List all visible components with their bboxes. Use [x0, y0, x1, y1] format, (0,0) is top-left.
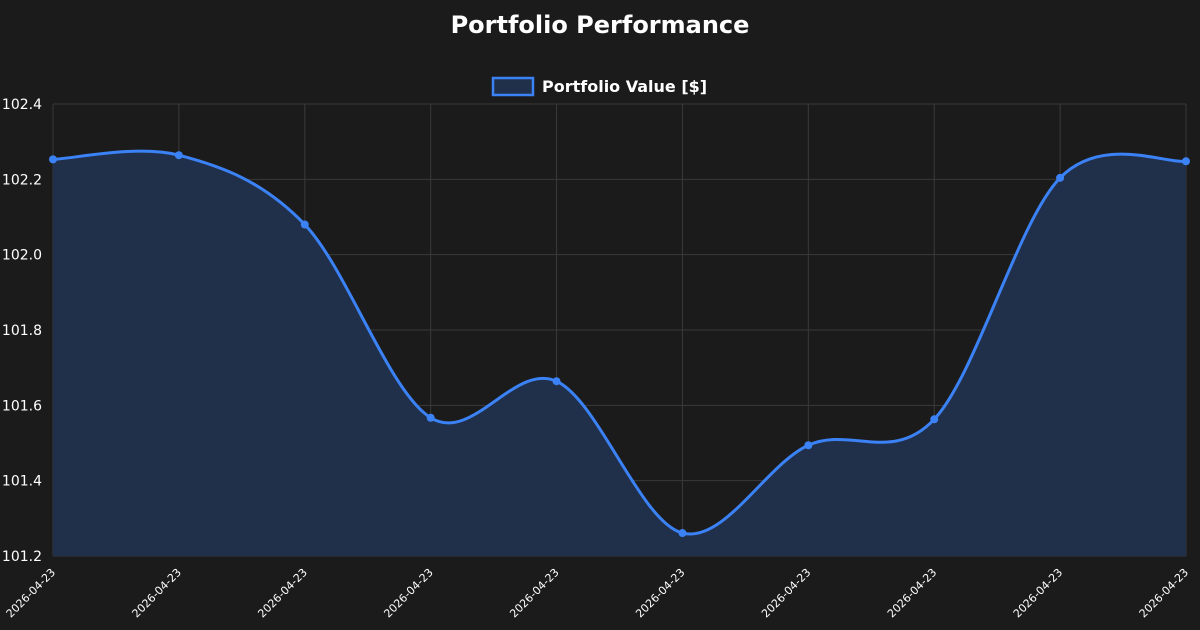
- data-point: [426, 413, 435, 422]
- x-tick-label: 2026-04-23: [885, 566, 939, 620]
- x-tick-label: 2026-04-23: [130, 566, 184, 620]
- data-point: [174, 151, 183, 160]
- x-tick-label: 2026-04-23: [759, 566, 813, 620]
- y-tick-label: 102.2: [2, 172, 42, 188]
- data-point: [49, 155, 57, 164]
- y-tick-label: 102.4: [2, 97, 42, 113]
- legend: Portfolio Value [$]: [491, 76, 707, 97]
- data-point: [300, 220, 309, 229]
- x-axis: 2026-04-23 2026-04-23 2026-04-23 2026-04-23…: [4, 566, 1191, 620]
- legend-swatch: [491, 76, 535, 97]
- y-tick-label: 101.8: [2, 323, 42, 339]
- y-axis: 101.2 101.4 101.6 101.8 102.0 102.2 102.4: [2, 97, 42, 565]
- series-area: [53, 151, 1186, 556]
- y-tick-label: 102.0: [2, 248, 42, 264]
- data-point: [678, 529, 687, 538]
- data-point: [930, 415, 939, 424]
- chart-title: Portfolio Performance: [451, 11, 750, 39]
- x-tick-label: 2026-04-23: [1137, 566, 1191, 620]
- x-tick-label: 2026-04-23: [633, 566, 687, 620]
- data-point: [1056, 173, 1065, 182]
- x-tick-label: 2026-04-23: [255, 566, 309, 620]
- y-tick-label: 101.4: [2, 474, 42, 490]
- data-point: [552, 377, 561, 386]
- y-tick-label: 101.2: [2, 549, 42, 565]
- x-tick-label: 2026-04-23: [381, 566, 435, 620]
- x-tick-label: 2026-04-23: [4, 566, 58, 620]
- plot-area: [49, 149, 1190, 556]
- y-tick-label: 101.6: [2, 398, 42, 414]
- series-line: [52, 149, 1187, 536]
- legend-label: Portfolio Value [$]: [542, 77, 707, 96]
- x-tick-label: 2026-04-23: [507, 566, 561, 620]
- x-tick-label: 2026-04-23: [1011, 566, 1065, 620]
- data-point: [1182, 157, 1190, 166]
- data-point: [804, 441, 813, 450]
